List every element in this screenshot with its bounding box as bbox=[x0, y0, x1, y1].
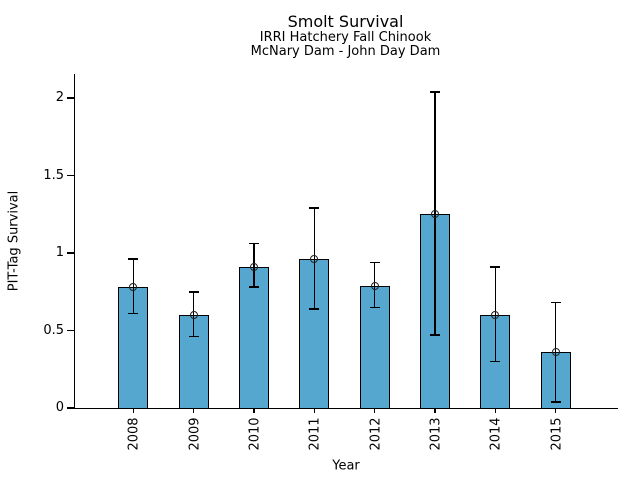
y-axis-spine bbox=[74, 74, 76, 409]
x-tick-2014 bbox=[494, 408, 496, 413]
point-marker-2014 bbox=[491, 311, 500, 319]
y-tick bbox=[67, 329, 74, 332]
y-tick-label: 1 bbox=[55, 245, 64, 260]
bar-2010 bbox=[238, 266, 269, 409]
errorbar-cap-bottom-2008 bbox=[128, 312, 139, 315]
point-marker-2015 bbox=[551, 348, 560, 357]
x-tick-2010 bbox=[253, 408, 255, 413]
errorbar-cap-top-2014 bbox=[490, 266, 501, 268]
x-tick-label-2009: 2009 bbox=[187, 417, 203, 451]
point-marker-2008 bbox=[129, 283, 138, 292]
errorbar-cap-bottom-2013 bbox=[429, 334, 440, 336]
errorbar-cap-bottom-2009 bbox=[188, 335, 199, 338]
point-marker-2009 bbox=[189, 311, 198, 319]
x-tick-2008 bbox=[132, 408, 134, 413]
x-axis-title: Year bbox=[332, 458, 360, 474]
errorbar-cap-bottom-2014 bbox=[490, 360, 501, 363]
title-block: Smolt Survival IRRI Hatchery Fall Chinoo… bbox=[74, 12, 617, 59]
x-tick-label-2015: 2015 bbox=[549, 417, 565, 451]
x-tick-2009 bbox=[193, 408, 195, 413]
x-tick-2011 bbox=[313, 408, 315, 413]
x-tick-2013 bbox=[434, 408, 436, 413]
errorbar-cap-top-2008 bbox=[128, 258, 139, 260]
chart-subtitle-line1: IRRI Hatchery Fall Chinook bbox=[259, 30, 432, 45]
x-tick-label-2011: 2011 bbox=[307, 417, 323, 451]
x-tick-2015 bbox=[555, 408, 557, 413]
chart-subtitle-line2: McNary Dam - John Day Dam bbox=[250, 44, 441, 59]
point-marker-2013 bbox=[430, 210, 439, 219]
errorbar-cap-top-2010 bbox=[248, 242, 259, 245]
x-tick-label-2014: 2014 bbox=[488, 417, 504, 451]
point-marker-2012 bbox=[370, 281, 379, 290]
y-tick bbox=[67, 97, 74, 99]
y-tick bbox=[67, 407, 74, 409]
errorbar-cap-bottom-2015 bbox=[550, 401, 561, 403]
errorbar-cap-top-2011 bbox=[309, 207, 320, 209]
errorbar-cap-top-2012 bbox=[369, 261, 380, 264]
point-marker-2011 bbox=[310, 255, 319, 264]
y-tick-label: 0 bbox=[55, 400, 64, 415]
errorbar-cap-top-2009 bbox=[188, 291, 199, 293]
y-tick-label: 0.5 bbox=[43, 322, 64, 338]
errorbar-cap-bottom-2012 bbox=[369, 306, 380, 308]
x-tick-label-2008: 2008 bbox=[126, 417, 142, 451]
errorbar-cap-bottom-2011 bbox=[309, 308, 320, 310]
chart-title: Smolt Survival bbox=[287, 12, 404, 31]
y-tick-label: 1.5 bbox=[43, 167, 64, 183]
x-tick-label-2010: 2010 bbox=[247, 417, 263, 451]
y-tick bbox=[67, 252, 74, 254]
x-tick-label-2013: 2013 bbox=[428, 417, 444, 451]
y-tick bbox=[67, 174, 74, 177]
x-tick-2012 bbox=[374, 408, 376, 413]
x-tick-label-2012: 2012 bbox=[368, 417, 384, 451]
point-marker-2010 bbox=[249, 262, 258, 271]
errorbar-cap-top-2015 bbox=[550, 301, 561, 304]
errorbar-cap-top-2013 bbox=[429, 91, 440, 93]
x-axis-spine bbox=[74, 408, 618, 410]
y-tick-label: 2 bbox=[55, 90, 64, 105]
errorbar-cap-bottom-2010 bbox=[248, 286, 259, 288]
